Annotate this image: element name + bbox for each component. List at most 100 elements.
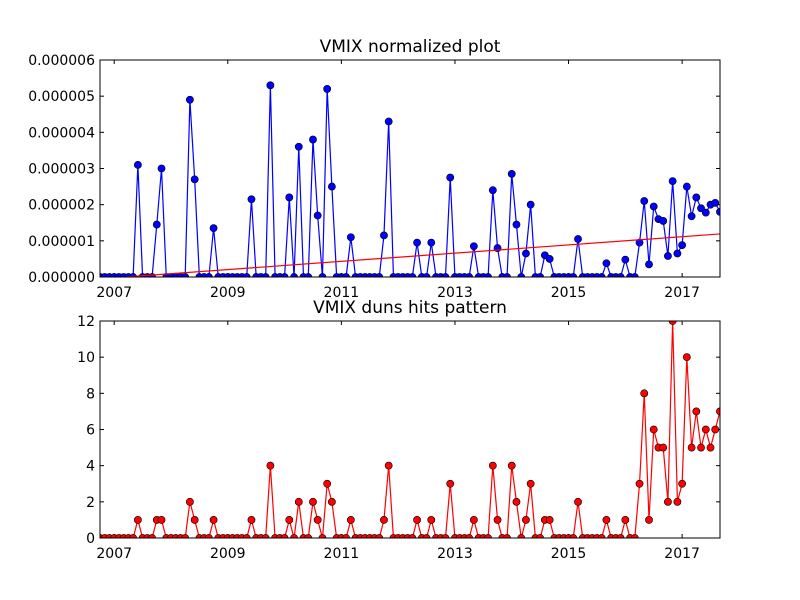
- marker: [469, 242, 478, 251]
- marker: [522, 249, 530, 258]
- marker: [280, 534, 289, 538]
- marker: [507, 461, 516, 470]
- x-tick-label: 2007: [96, 285, 132, 301]
- marker: [574, 497, 582, 506]
- y-tick-label: 6: [86, 423, 95, 439]
- marker: [545, 255, 554, 263]
- x-tick-label: 2013: [437, 285, 473, 301]
- marker: [616, 534, 625, 538]
- marker: [148, 534, 156, 538]
- chart-title: VMIX duns hits pattern: [313, 298, 507, 318]
- y-tick-label: 0.000001: [28, 234, 95, 250]
- marker: [635, 479, 644, 488]
- marker: [659, 443, 668, 452]
- marker: [664, 252, 672, 260]
- marker: [190, 516, 199, 524]
- marker: [190, 175, 199, 184]
- y-tick-label: 0.000000: [28, 270, 95, 286]
- y-tick-label: 10: [77, 350, 95, 366]
- marker: [290, 534, 298, 538]
- x-tick-label: 2009: [210, 546, 246, 562]
- x-tick-label: 2011: [324, 546, 360, 562]
- marker: [309, 497, 317, 506]
- marker: [323, 479, 332, 488]
- marker: [186, 497, 194, 506]
- marker: [484, 534, 492, 538]
- marker: [413, 238, 421, 247]
- marker: [503, 534, 511, 538]
- trend-line: [116, 233, 720, 277]
- marker: [574, 235, 582, 243]
- y-tick-label: 8: [86, 386, 95, 402]
- marker: [692, 407, 701, 416]
- marker: [673, 497, 682, 506]
- marker: [294, 497, 303, 506]
- marker: [266, 81, 275, 90]
- marker: [408, 534, 417, 538]
- marker: [512, 497, 521, 506]
- marker: [697, 204, 705, 213]
- marker: [488, 186, 497, 195]
- x-tick-label: 2011: [324, 285, 360, 301]
- marker: [152, 220, 161, 229]
- x-tick-label: 2017: [664, 285, 700, 301]
- marker: [346, 516, 355, 524]
- y-tick-label: 0.000002: [28, 198, 95, 214]
- plot-area: [100, 81, 720, 277]
- marker: [517, 534, 526, 538]
- line: [100, 321, 720, 538]
- marker: [673, 249, 682, 258]
- y-tick-label: 0.000005: [28, 89, 95, 105]
- marker: [469, 516, 478, 524]
- marker: [285, 516, 294, 524]
- marker: [384, 117, 393, 126]
- marker: [536, 534, 545, 538]
- marker: [664, 497, 672, 506]
- axes-frame: [99, 59, 721, 278]
- marker: [422, 534, 431, 538]
- x-tick-label: 2009: [210, 285, 246, 301]
- marker: [645, 516, 653, 524]
- x-tick-label: 2015: [551, 546, 587, 562]
- marker: [630, 534, 639, 538]
- marker: [640, 389, 649, 398]
- chart-title: VMIX normalized plot: [320, 37, 501, 57]
- marker: [602, 516, 611, 524]
- marker: [645, 260, 653, 269]
- marker: [488, 461, 497, 470]
- marker: [209, 516, 218, 524]
- marker: [313, 211, 322, 220]
- marker: [266, 461, 275, 470]
- marker: [682, 182, 691, 191]
- y-tick-label: 12: [77, 314, 95, 330]
- y-tick-label: 0.000004: [28, 125, 95, 141]
- marker: [659, 217, 668, 225]
- marker: [209, 224, 218, 233]
- marker: [242, 534, 251, 538]
- marker: [204, 534, 213, 538]
- marker: [318, 534, 327, 538]
- marker: [545, 516, 554, 524]
- marker: [186, 95, 194, 104]
- marker: [692, 193, 701, 202]
- marker: [157, 516, 166, 524]
- x-tick-label: 2017: [664, 546, 700, 562]
- marker: [706, 443, 715, 452]
- y-tick-label: 0.000006: [28, 53, 95, 69]
- marker: [247, 195, 256, 204]
- marker: [569, 534, 578, 538]
- marker: [181, 534, 190, 538]
- marker: [621, 255, 630, 264]
- plot-area: [100, 321, 720, 538]
- marker: [678, 479, 687, 488]
- marker: [507, 170, 516, 178]
- marker: [304, 534, 313, 538]
- marker: [682, 353, 691, 362]
- marker: [323, 85, 332, 93]
- marker: [711, 198, 720, 207]
- marker: [427, 238, 436, 247]
- marker: [285, 193, 294, 202]
- marker: [327, 497, 336, 506]
